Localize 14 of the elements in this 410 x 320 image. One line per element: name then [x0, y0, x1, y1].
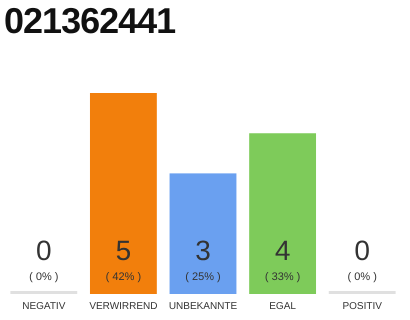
bar: [170, 173, 236, 294]
chart-title: 021362441: [4, 0, 176, 42]
data-label: 0 ( 0% ): [348, 235, 377, 283]
data-label: 0 ( 0% ): [29, 235, 58, 283]
x-tick-label: UNBEKANNTE: [168, 300, 238, 312]
data-label: 5 ( 42% ): [106, 235, 142, 283]
data-label: 4 ( 33% ): [264, 235, 300, 283]
x-tick-label: EGAL: [269, 300, 296, 312]
x-tick-label: NEGATIV: [22, 300, 66, 312]
bar: [90, 93, 157, 294]
data-label: 3 ( 25% ): [185, 235, 221, 283]
x-tick-label: VERWIRREND: [89, 300, 158, 312]
x-tick-label: POSITIV: [342, 300, 382, 312]
bar: [249, 133, 316, 294]
